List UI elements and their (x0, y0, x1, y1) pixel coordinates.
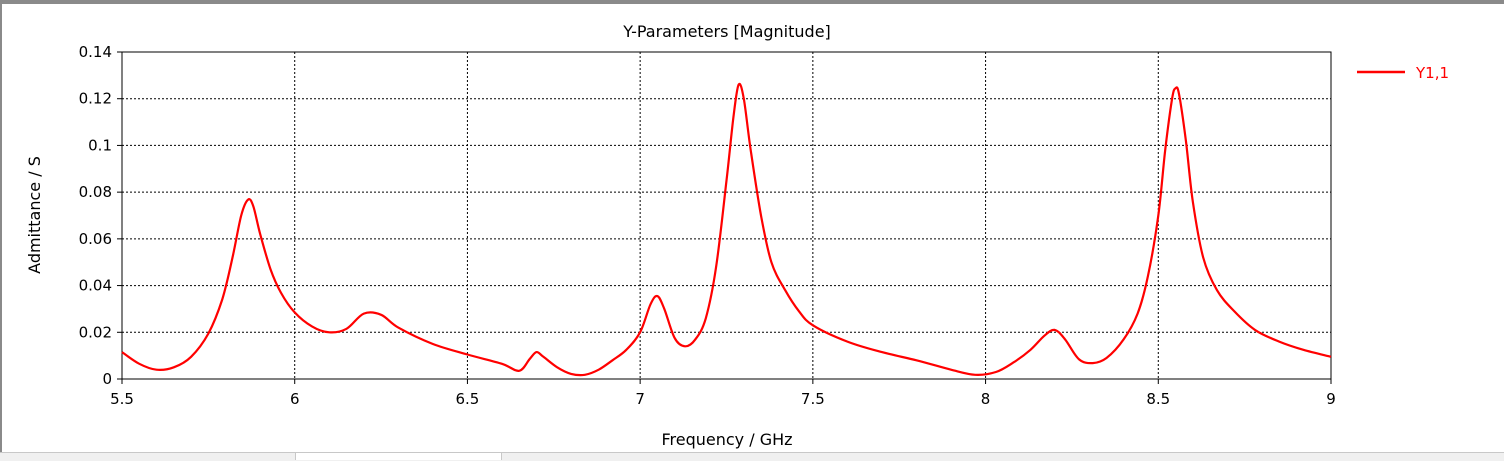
grid-lines (122, 52, 1331, 379)
x-tick-label: 7 (635, 390, 645, 408)
legend[interactable]: Y1,1 (1357, 64, 1449, 82)
series-line-y11[interactable] (121, 82, 1332, 377)
x-axis-label: Frequency / GHz (661, 430, 792, 449)
series-layer (121, 82, 1332, 377)
y-tick-label: 0.14 (79, 43, 112, 61)
y-tick-label: 0.08 (79, 183, 112, 201)
x-tick-label: 8 (981, 390, 991, 408)
x-tick-label: 5.5 (110, 390, 134, 408)
axis-ticks: 5.5 6 6.5 7 7.5 8 8.5 9 0 0.02 0.04 0.06 0.08 0.1 0.12… (79, 43, 1336, 408)
y-tick-label: 0 (102, 370, 112, 388)
y-tick-label: 0.02 (79, 323, 112, 341)
y-tick-label: 0.1 (88, 136, 112, 154)
y-tick-label: 0.06 (79, 230, 112, 248)
x-tick-label: 6 (290, 390, 300, 408)
active-tab[interactable] (295, 453, 502, 460)
legend-label: Y1,1 (1415, 64, 1449, 82)
x-tick-label: 8.5 (1146, 390, 1170, 408)
x-tick-label: 7.5 (801, 390, 825, 408)
plot-area (121, 51, 1332, 380)
x-tick-label: 9 (1326, 390, 1336, 408)
y-tick-label: 0.04 (79, 277, 112, 295)
tab-bar (0, 452, 1504, 461)
y-tick-label: 0.12 (79, 90, 112, 108)
chart-title: Y-Parameters [Magnitude] (622, 22, 831, 41)
x-tick-label: 6.5 (455, 390, 479, 408)
y-axis-label: Admittance / S (25, 156, 44, 274)
